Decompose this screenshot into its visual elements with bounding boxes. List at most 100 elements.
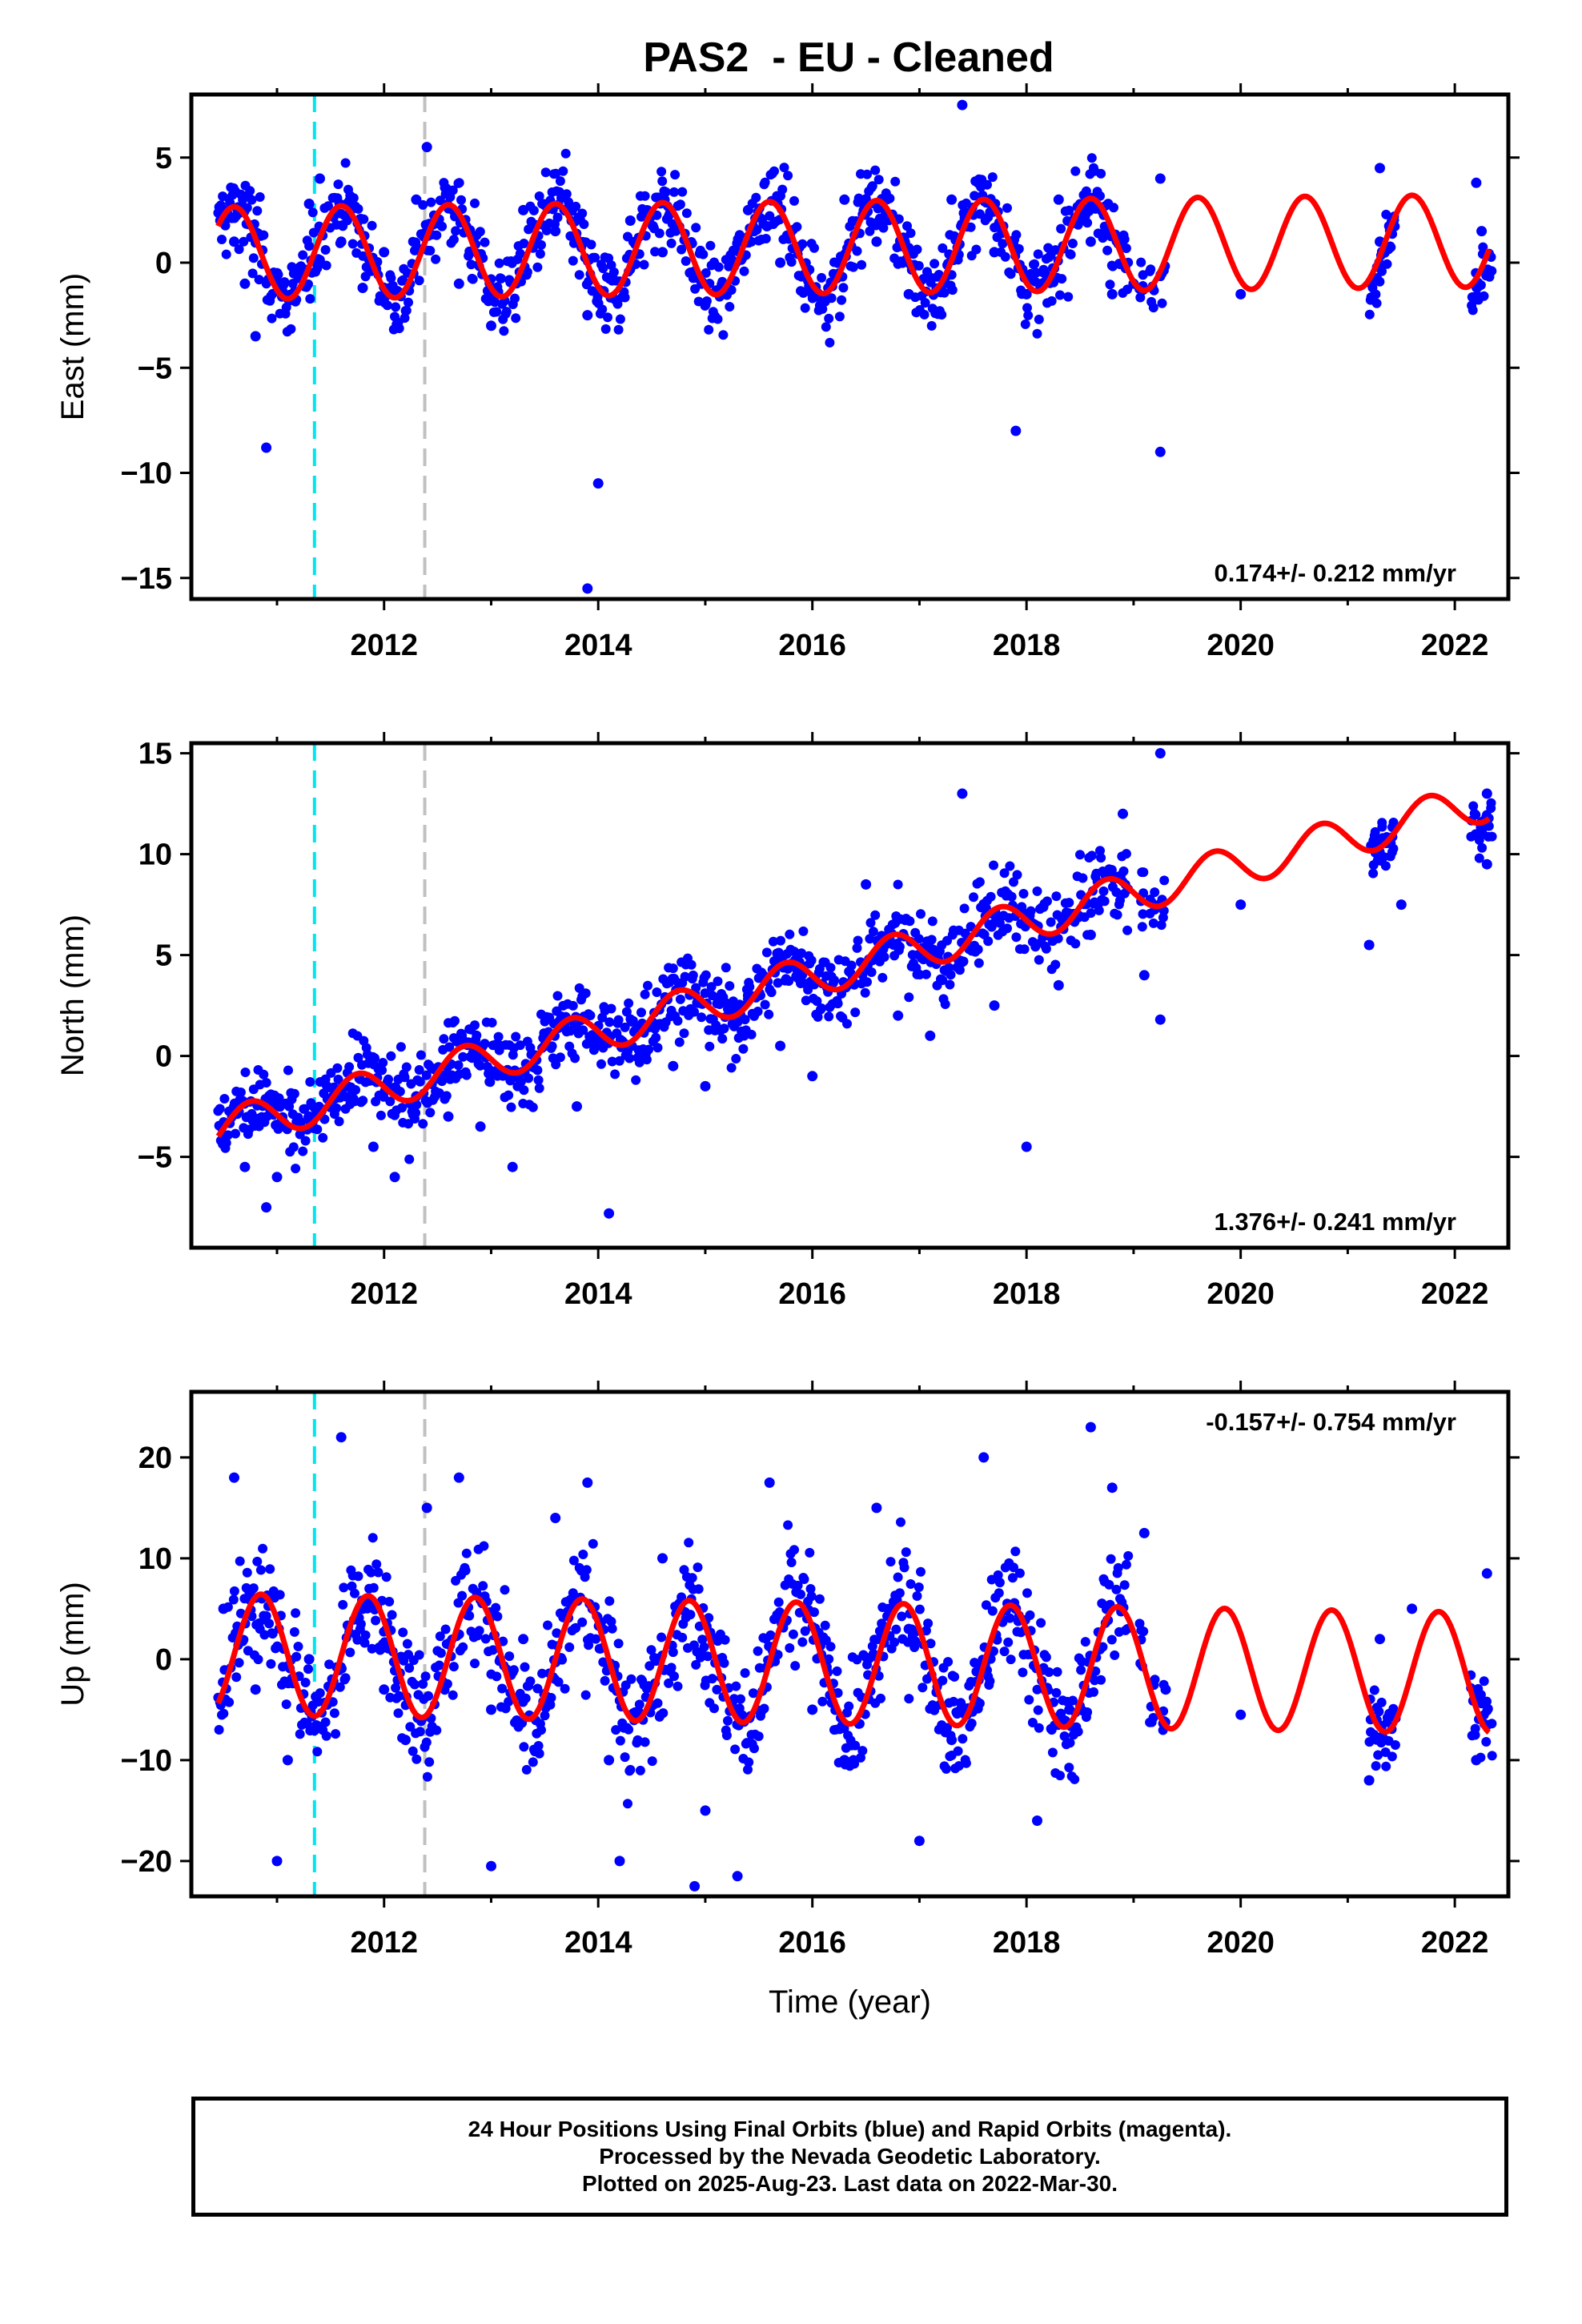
data-point (242, 203, 252, 213)
data-point (1003, 1637, 1014, 1647)
data-point (422, 1771, 432, 1782)
data-point (242, 1567, 252, 1578)
data-point (385, 1096, 396, 1107)
data-point (926, 935, 937, 945)
data-point (679, 1028, 689, 1039)
data-point (1064, 205, 1074, 215)
data-point (820, 1620, 830, 1630)
data-point (472, 1030, 482, 1040)
data-point (775, 1040, 786, 1051)
data-point (235, 1556, 245, 1566)
data-point (738, 1043, 749, 1054)
data-point (1070, 939, 1081, 949)
data-point (400, 1735, 411, 1746)
data-point (1157, 298, 1167, 308)
data-point (436, 1648, 446, 1659)
data-point (913, 260, 924, 271)
data-point (515, 1040, 525, 1051)
data-point (448, 235, 459, 245)
data-point (432, 230, 442, 240)
data-point (584, 1640, 594, 1651)
data-point (228, 1594, 239, 1605)
data-point (568, 1555, 579, 1566)
data-point (1483, 1703, 1493, 1714)
data-point (521, 1764, 532, 1775)
data-point (807, 1704, 818, 1715)
data-point (914, 1604, 925, 1614)
data-point (910, 1636, 921, 1647)
data-point (713, 262, 724, 272)
data-point (1040, 269, 1050, 279)
data-point (1109, 203, 1118, 213)
data-point (261, 442, 272, 453)
data-point (697, 1012, 707, 1023)
data-point (596, 1059, 606, 1069)
data-point (1081, 186, 1091, 196)
data-point (1018, 1667, 1028, 1678)
data-point (736, 1694, 745, 1704)
data-point (853, 193, 864, 203)
data-point (786, 257, 797, 267)
data-point (987, 172, 998, 183)
data-point (766, 987, 777, 998)
data-point (999, 868, 1010, 879)
data-point (789, 1545, 799, 1555)
data-point (578, 1550, 588, 1559)
data-point (987, 1606, 998, 1616)
data-point (1146, 1717, 1157, 1727)
data-point (849, 1759, 860, 1769)
data-point (1154, 748, 1166, 759)
data-point (989, 860, 998, 870)
data-point (680, 971, 690, 982)
data-point (532, 1065, 543, 1076)
data-point (817, 1696, 828, 1707)
data-point (486, 1860, 496, 1872)
data-point (921, 1626, 931, 1636)
data-point (732, 1871, 743, 1882)
data-point (1056, 223, 1066, 234)
data-point (1482, 1696, 1492, 1707)
data-point (1010, 425, 1022, 436)
data-point (652, 1043, 663, 1053)
data-point (783, 171, 793, 181)
data-point (1373, 1750, 1383, 1760)
data-point (834, 312, 845, 322)
data-point (1053, 979, 1064, 991)
data-point (897, 1611, 907, 1622)
data-point (1134, 1618, 1145, 1629)
data-point (1009, 1562, 1018, 1573)
data-point (853, 935, 863, 946)
data-point (685, 1610, 696, 1620)
data-point (833, 999, 843, 1009)
data-point (946, 194, 958, 205)
data-point (283, 1065, 293, 1076)
caption-line-3: Plotted on 2025-Aug-23. Last data on 202… (581, 2171, 1118, 2196)
data-point (528, 205, 539, 215)
data-point (454, 178, 464, 188)
data-point (340, 158, 351, 168)
data-point (379, 247, 390, 258)
data-point (334, 1116, 344, 1127)
data-point (412, 1100, 422, 1110)
y-tick-label: 0 (155, 247, 172, 280)
data-point (586, 239, 596, 250)
data-point (329, 1708, 339, 1719)
data-point (1034, 314, 1044, 324)
data-point (353, 1571, 363, 1582)
data-point (295, 1129, 305, 1140)
data-point (666, 238, 677, 248)
data-point (510, 293, 520, 304)
data-point (464, 1610, 475, 1621)
data-point (620, 1752, 630, 1763)
data-point (1481, 1737, 1492, 1747)
data-point (434, 1660, 444, 1671)
data-point (592, 478, 604, 489)
data-point (730, 1744, 741, 1755)
data-point (1235, 1709, 1247, 1720)
data-point (1484, 821, 1494, 831)
data-point (1076, 1665, 1086, 1675)
data-point (493, 1031, 504, 1042)
data-point (577, 1617, 588, 1627)
data-point (739, 266, 749, 276)
data-point (274, 1093, 284, 1104)
